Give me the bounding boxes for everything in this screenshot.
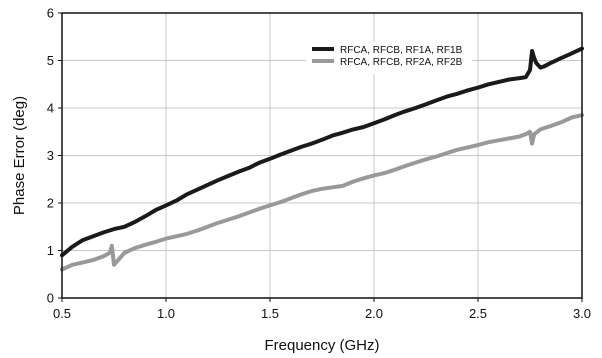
x-axis-title: Frequency (GHz) xyxy=(264,337,379,354)
y-tick-label: 6 xyxy=(47,6,54,21)
series-layer xyxy=(60,46,584,272)
x-tick-label: 1.5 xyxy=(261,306,279,321)
tick-labels: 0 1 2 3 4 5 6 0.5 1.0 1.5 2.0 2.5 3.0 xyxy=(47,6,591,322)
y-tick-label: 4 xyxy=(47,101,54,116)
x-tick-label: 3.0 xyxy=(573,306,591,321)
x-tick-label: 2.0 xyxy=(365,306,383,321)
y-tick-label: 0 xyxy=(47,291,54,306)
series-line-2 xyxy=(60,113,584,272)
y-tick-label: 1 xyxy=(47,243,54,258)
x-tick-label: 1.0 xyxy=(157,306,175,321)
x-tick-label: 2.5 xyxy=(469,306,487,321)
y-axis-title: Phase Error (deg) xyxy=(11,96,28,215)
legend-label-1: RFCA, RFCB, RF1A, RF1B xyxy=(340,45,463,56)
y-tick-label: 5 xyxy=(47,53,54,68)
y-tick-label: 2 xyxy=(47,196,54,211)
x-tick-label: 0.5 xyxy=(53,306,71,321)
series-line-1 xyxy=(60,46,584,258)
legend-label-2: RFCA, RFCB, RF2A, RF2B xyxy=(340,57,463,68)
y-tick-label: 3 xyxy=(47,148,54,163)
